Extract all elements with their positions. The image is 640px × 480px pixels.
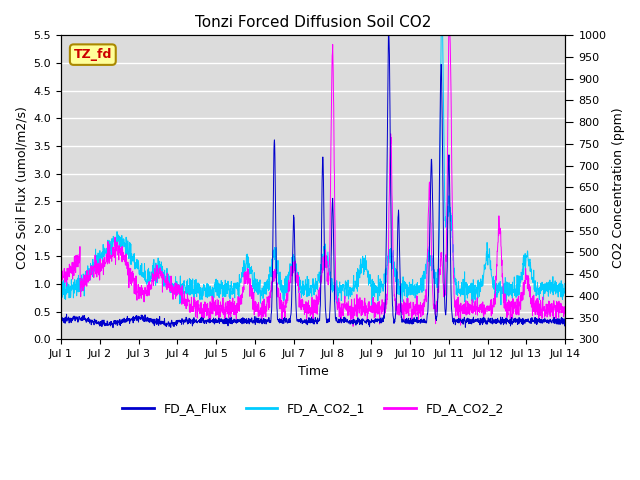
X-axis label: Time: Time — [298, 365, 328, 378]
Legend: FD_A_Flux, FD_A_CO2_1, FD_A_CO2_2: FD_A_Flux, FD_A_CO2_1, FD_A_CO2_2 — [117, 397, 509, 420]
Title: Tonzi Forced Diffusion Soil CO2: Tonzi Forced Diffusion Soil CO2 — [195, 15, 431, 30]
Y-axis label: CO2 Soil Flux (umol/m2/s): CO2 Soil Flux (umol/m2/s) — [15, 106, 28, 269]
Text: TZ_fd: TZ_fd — [74, 48, 112, 61]
Y-axis label: CO2 Concentration (ppm): CO2 Concentration (ppm) — [612, 107, 625, 268]
